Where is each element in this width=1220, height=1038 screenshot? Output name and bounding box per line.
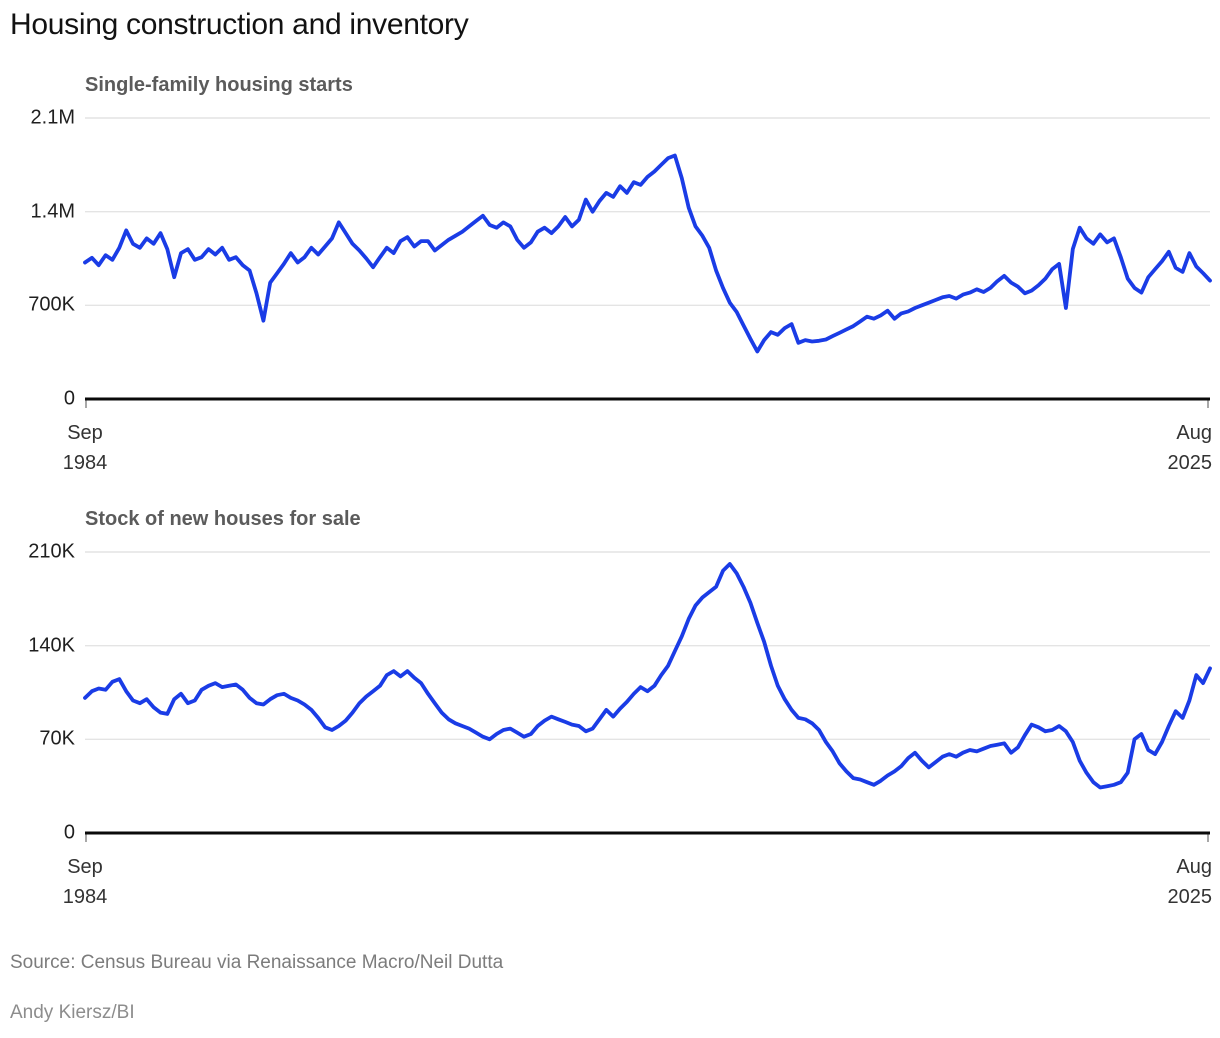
- chart-1: [83, 117, 1212, 408]
- source-note: Source: Census Bureau via Renaissance Ma…: [10, 952, 504, 973]
- y-tick-label: 0: [63, 821, 75, 844]
- y-tick-label: 2.1M: [30, 106, 75, 129]
- series-line: [83, 153, 1212, 354]
- chart2-x-end-year: 2025: [1167, 886, 1213, 908]
- chart2-x-start-year: 1984: [62, 886, 108, 908]
- y-tick-label: 1.4M: [30, 200, 75, 223]
- page-title: Housing construction and inventory: [10, 8, 469, 41]
- author-credit: Andy Kiersz/BI: [10, 1002, 135, 1023]
- chart1-x-start-month: Sep: [67, 422, 103, 444]
- series-line: [83, 562, 1212, 790]
- y-tick-label: 210K: [28, 540, 75, 563]
- y-tick-label: 70K: [39, 727, 75, 750]
- chart-2: [83, 551, 1212, 842]
- y-tick-label: 140K: [28, 634, 75, 657]
- chart1-subtitle: Single-family housing starts: [85, 74, 353, 96]
- chart1-x-end-month: Aug: [1176, 422, 1212, 444]
- y-tick-label: 0: [63, 387, 75, 410]
- chart2-x-end-month: Aug: [1176, 856, 1212, 878]
- chart1-x-end-year: 2025: [1167, 452, 1213, 474]
- chart1-x-start-year: 1984: [62, 452, 108, 474]
- chart2-x-start-month: Sep: [67, 856, 103, 878]
- y-tick-label: 700K: [28, 293, 75, 316]
- chart2-subtitle: Stock of new houses for sale: [85, 508, 361, 530]
